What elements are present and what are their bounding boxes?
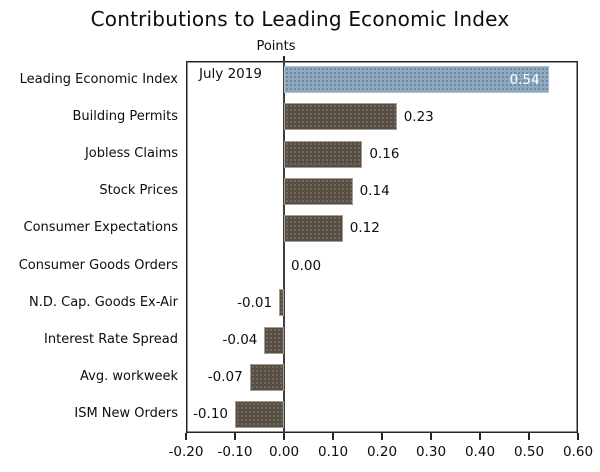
bar [284,140,363,168]
value-label: 0.14 [359,183,390,200]
value-label: 0.23 [403,108,434,125]
bar [284,214,343,242]
value-label: 0.12 [349,220,380,237]
x-tick-label: 0.00 [268,444,300,460]
bar [284,103,397,131]
x-tick-label: 0.40 [464,444,496,460]
bar [235,400,284,428]
x-axis-tick [234,433,236,440]
x-axis-tick [479,433,481,440]
category-label: N.D. Cap. Goods Ex-Air [29,294,178,310]
x-tick-label: 0.10 [317,444,349,460]
value-label: -0.07 [207,369,243,386]
date-annotation: July 2019 [199,66,262,82]
bar [284,66,549,94]
value-label: -0.10 [193,406,228,423]
x-tick-label: 0.20 [366,444,398,460]
x-axis-tick [577,433,579,440]
value-label: 0.00 [291,257,322,274]
x-axis-tick [185,433,187,440]
category-label: Avg. workweek [80,369,178,385]
value-label: -0.01 [237,294,273,311]
value-label: -0.04 [222,332,258,348]
x-axis-tick [381,433,383,440]
bar [284,177,353,205]
zero-top-tick [283,56,285,61]
x-tick-label: -0.20 [168,444,204,460]
chart-title: Contributions to Leading Economic Index [90,7,510,31]
category-label: Interest Rate Spread [44,332,178,347]
category-label: Building Permits [72,108,178,124]
category-label: Jobless Claims [84,146,178,161]
value-label: 0.16 [369,146,400,162]
category-label: Consumer Expectations [23,220,178,236]
category-label: Stock Prices [99,183,178,199]
x-tick-label: 0.60 [562,444,594,460]
x-axis-title: Points [256,39,296,54]
bar [264,326,284,354]
zero-baseline [283,61,285,433]
bar [279,289,284,317]
category-label: Leading Economic Index [19,71,178,87]
category-label: Consumer Goods Orders [18,257,178,273]
x-axis-tick [430,433,432,440]
category-label: ISM New Orders [74,406,178,422]
x-axis-tick [283,433,285,440]
x-axis-tick [332,433,334,440]
x-axis-tick [528,433,530,440]
x-tick-label: -0.10 [217,444,253,460]
bar [249,363,284,391]
x-tick-label: 0.30 [415,444,447,460]
value-label: 0.54 [509,71,540,88]
x-tick-label: 0.50 [513,444,545,460]
